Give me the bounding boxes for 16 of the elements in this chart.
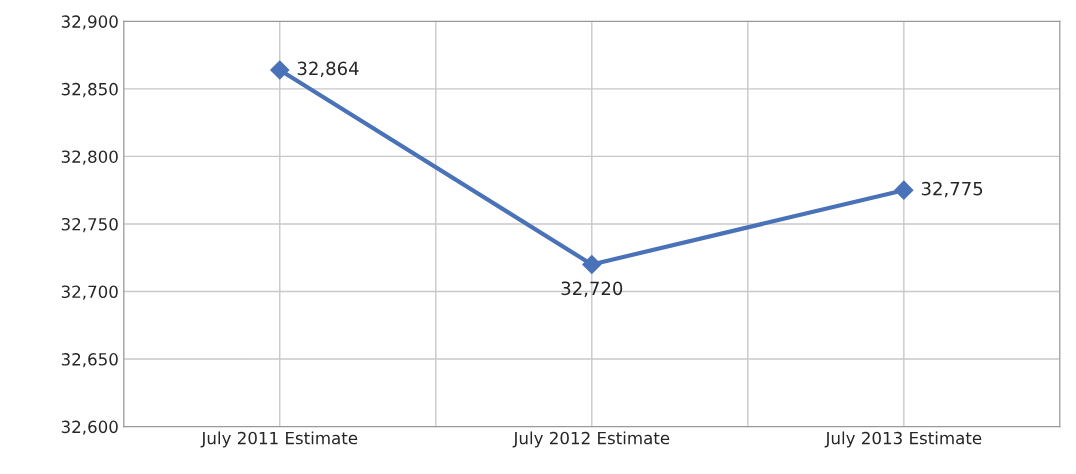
y-tick-label: 32,850 — [61, 82, 118, 98]
x-tick-label: July 2012 Estimate — [512, 431, 670, 448]
x-tick-label: July 2013 Estimate — [824, 431, 982, 448]
data-label: 32,775 — [921, 181, 983, 198]
point — [894, 180, 914, 200]
point — [582, 254, 602, 275]
y-tick-label: 32,750 — [61, 217, 118, 233]
data-label: 32,720 — [561, 281, 623, 297]
x-tick-label: July 2011 Estimate — [200, 431, 358, 448]
point — [270, 60, 290, 80]
y-tick-label: 32,700 — [61, 285, 118, 300]
data-label: 32,864 — [297, 61, 359, 78]
y-tick-label: 32,900 — [61, 15, 118, 30]
y-tick-label: 32,650 — [61, 353, 118, 368]
y-tick-label: 32,800 — [61, 150, 118, 165]
y-tick-label: 32,600 — [61, 420, 118, 435]
